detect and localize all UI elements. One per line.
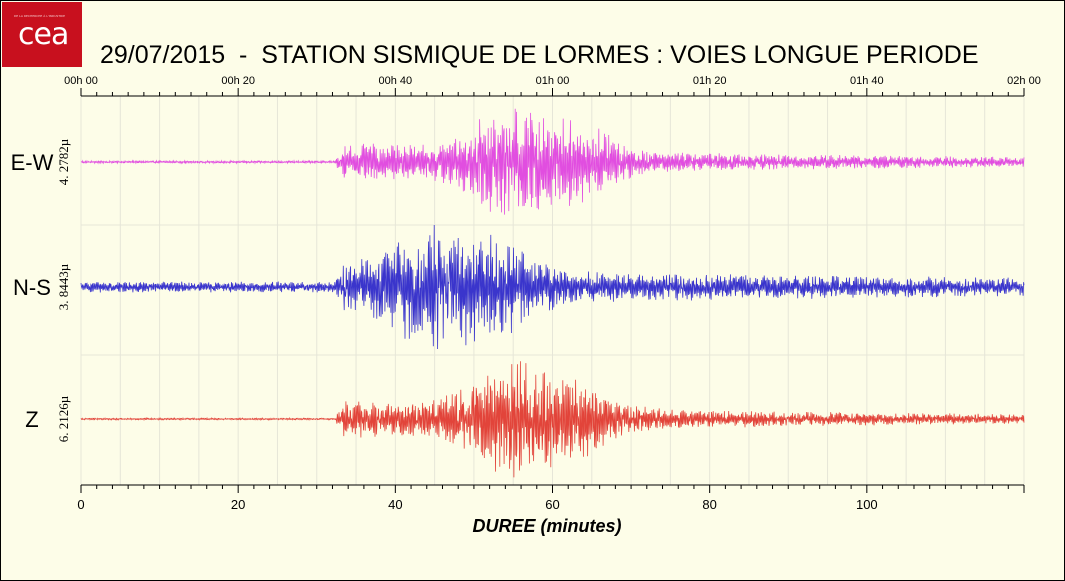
top-tick-label: 00h 00	[64, 75, 98, 87]
channel-name-e-w: E-W	[11, 150, 54, 175]
top-tick-label: 01h 40	[850, 75, 884, 87]
bottom-tick-label: 20	[231, 497, 245, 512]
traces	[80, 108, 1025, 478]
bottom-tick-label: 0	[77, 497, 84, 512]
axes: 00h 00 00h 20 00h 40 01h 00 01h 20 01h 40 02h …	[64, 75, 1041, 512]
logo-tagline: DE LA RECHERCHE À L'INDUSTRIE	[14, 14, 66, 18]
top-tick-label: 01h 00	[536, 75, 570, 87]
bottom-tick-label: 100	[856, 497, 878, 512]
logo-text: cea	[18, 17, 69, 52]
x-axis-label: DUREE (minutes)	[472, 516, 621, 536]
bottom-tick-label: 40	[388, 497, 402, 512]
chart-title: 29/07/2015 - STATION SISMIQUE DE LORMES …	[100, 41, 979, 69]
top-tick-label: 00h 20	[221, 75, 255, 87]
scale-label-e-w: 4. 2782µ	[56, 138, 71, 185]
scale-label-z: 6. 2126µ	[56, 395, 71, 442]
top-tick-label: 00h 40	[379, 75, 413, 87]
trace-e-w	[80, 108, 1025, 215]
trace-n-s	[80, 224, 1025, 350]
bottom-tick-label: 80	[702, 497, 716, 512]
cea-logo: DE LA RECHERCHE À L'INDUSTRIE cea	[2, 2, 82, 67]
scale-label-n-s: 3. 8443µ	[56, 263, 71, 310]
bottom-tick-label: 60	[545, 497, 559, 512]
channel-name-n-s: N-S	[13, 275, 51, 300]
channel-name-z: Z	[25, 407, 38, 432]
top-tick-label: 01h 20	[693, 75, 727, 87]
trace-labels: E-W 4. 2782µ N-S 3. 8443µ Z 6. 2126µ	[11, 138, 71, 442]
top-tick-label: 02h 00	[1007, 75, 1041, 87]
trace-z	[80, 361, 1025, 478]
